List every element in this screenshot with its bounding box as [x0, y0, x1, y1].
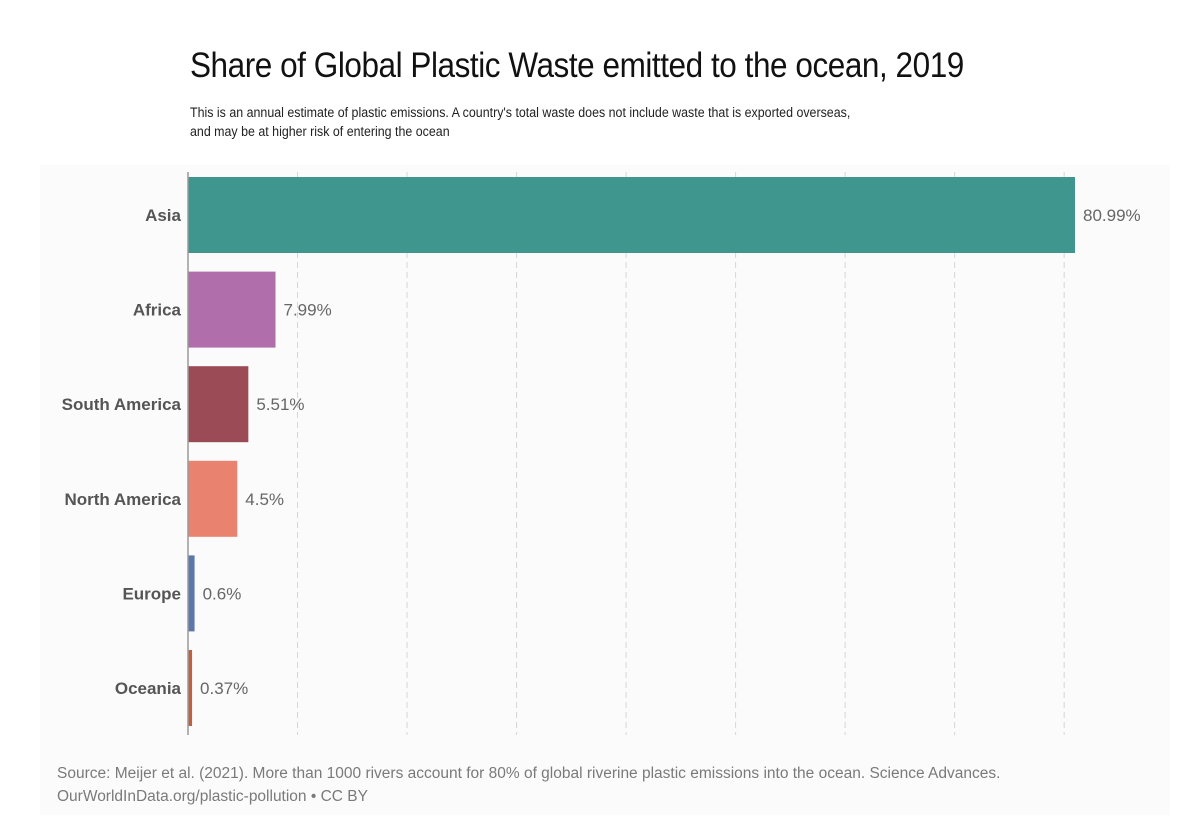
- bar-oceania: [188, 650, 193, 726]
- source-link[interactable]: OurWorldInData.org/plastic-pollution • C…: [57, 788, 368, 805]
- value-label: 7.99%: [284, 301, 332, 320]
- value-label: 5.51%: [256, 395, 304, 414]
- bar-europe: [188, 555, 195, 632]
- source-line: Source: Meijer et al. (2021). More than …: [57, 765, 1001, 782]
- value-label: 80.99%: [1083, 206, 1141, 225]
- category-label: Oceania: [115, 679, 182, 698]
- value-label: 0.6%: [203, 584, 242, 603]
- category-label: Asia: [145, 206, 181, 225]
- value-label: 0.37%: [200, 679, 248, 698]
- category-label: South America: [62, 395, 182, 414]
- bar-africa: [188, 271, 276, 348]
- subtitle-line: This is an annual estimate of plastic em…: [190, 105, 851, 120]
- category-label: Europe: [122, 584, 181, 603]
- category-label: North America: [64, 490, 181, 509]
- category-label: Africa: [133, 301, 182, 320]
- bar-south-america: [188, 366, 249, 443]
- value-label: 4.5%: [245, 490, 284, 509]
- bar-asia: [188, 177, 1075, 253]
- bar-north-america: [188, 460, 238, 537]
- chart-subtitle: This is an annual estimate of plastic em…: [190, 103, 1018, 141]
- source-note: Source: Meijer et al. (2021). More than …: [57, 762, 1000, 808]
- subtitle-line: and may be at higher risk of entering th…: [190, 124, 450, 139]
- chart-title: Share of Global Plastic Waste emitted to…: [190, 46, 964, 85]
